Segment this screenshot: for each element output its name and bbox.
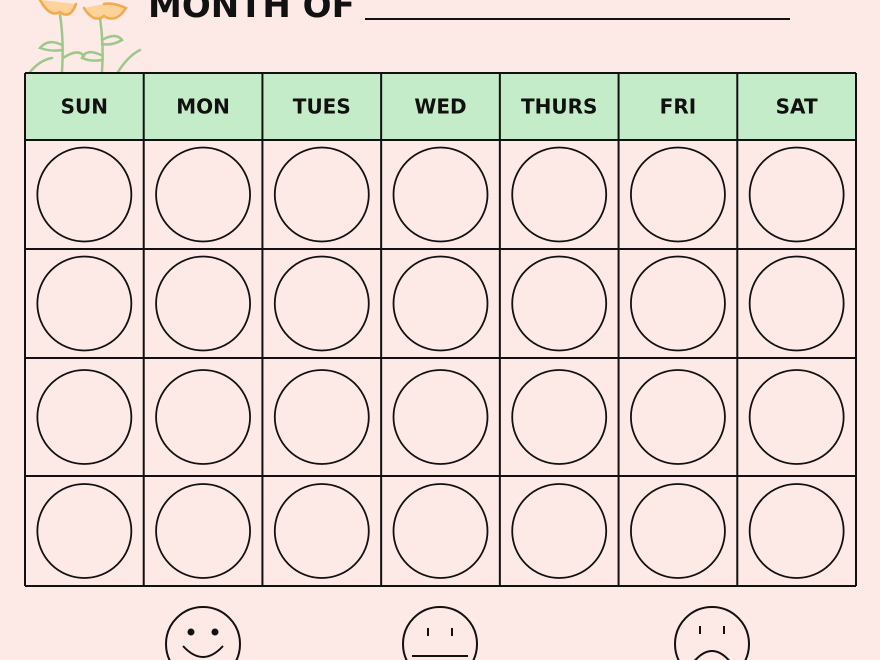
day-circle [748, 255, 845, 352]
column-header: SUN [61, 95, 108, 119]
day-circle [36, 369, 133, 465]
day-circle [630, 255, 726, 352]
mood-faces [165, 606, 750, 660]
day-circle [392, 483, 489, 579]
calendar-table: SUN MON TUES WED THURS FRI SAT [24, 72, 857, 587]
day-circle [392, 255, 489, 352]
column-header: MON [176, 95, 230, 119]
day-circle [511, 255, 608, 352]
day-circle [273, 369, 370, 465]
body-area [25, 140, 856, 586]
day-circle [155, 483, 251, 579]
day-circle [273, 255, 370, 352]
day-circle [273, 146, 370, 243]
day-circle [748, 369, 845, 465]
day-circle [273, 483, 370, 579]
day-circle [36, 146, 133, 243]
day-circle [155, 146, 251, 243]
day-circle [36, 255, 133, 352]
day-circle [511, 483, 608, 579]
day-circle [630, 146, 726, 243]
column-header: FRI [660, 95, 697, 119]
day-circle [630, 369, 726, 465]
title: MONTH OF [148, 0, 355, 26]
day-circle [748, 483, 845, 579]
day-circle [392, 369, 489, 465]
day-circle [748, 146, 845, 243]
day-circle [392, 146, 489, 243]
day-circle [155, 255, 251, 352]
column-header: TUES [293, 95, 351, 119]
column-header: THURS [521, 95, 597, 119]
column-header: SAT [776, 95, 818, 119]
header-row [25, 73, 856, 140]
day-circle [511, 369, 608, 465]
day-circle [155, 369, 251, 465]
day-circle [511, 146, 608, 243]
day-circle [36, 483, 133, 579]
column-header: WED [414, 95, 466, 119]
day-circle [630, 483, 726, 579]
flower-decoration [28, 0, 142, 74]
